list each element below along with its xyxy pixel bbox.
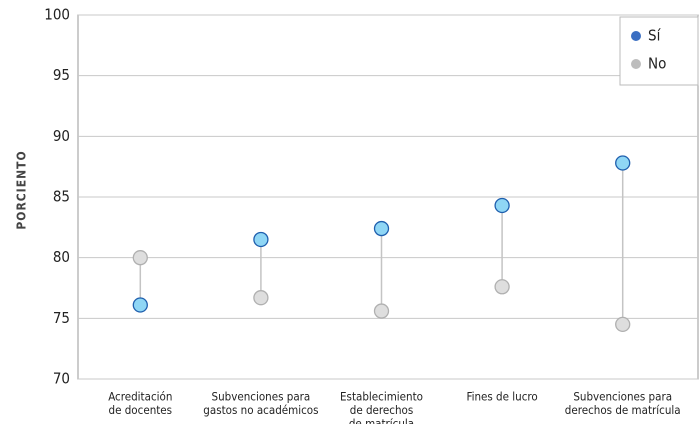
dot	[132, 297, 148, 313]
x-tick-label: de derechos	[350, 403, 414, 417]
y-tick-label: 70	[53, 370, 70, 388]
dot	[494, 197, 510, 214]
dot	[253, 231, 269, 248]
y-axis-label: PORCIENTO	[15, 150, 29, 229]
x-tick-label: Subvenciones para	[212, 390, 311, 404]
x-tick-label: de docentes	[109, 403, 173, 417]
x-tick-label: Acreditación	[108, 390, 172, 404]
y-tick-label: 80	[53, 248, 70, 266]
x-tick-label: de matrícula	[349, 417, 414, 424]
y-tick-label: 95	[53, 66, 70, 84]
dot	[373, 303, 390, 319]
legend-marker	[631, 59, 641, 69]
dot	[615, 155, 631, 171]
y-tick-label: 85	[53, 188, 70, 206]
x-tick-label: Subvenciones para	[573, 390, 672, 404]
y-tick-label: 100	[44, 6, 70, 24]
legend-label: No	[648, 55, 666, 73]
legend-box	[619, 16, 699, 86]
x-tick-label: derechos de matrícula	[565, 403, 681, 417]
legend-label: Sí	[648, 27, 662, 45]
dot	[494, 279, 510, 295]
dot	[373, 220, 390, 237]
x-tick-label: gastos no académicos	[203, 403, 318, 417]
dot	[253, 290, 269, 306]
dot	[132, 250, 148, 266]
x-tick-label: Establecimiento	[340, 390, 423, 404]
dot	[615, 316, 631, 333]
y-tick-label: 90	[53, 127, 70, 145]
y-tick-label: 75	[53, 309, 70, 327]
x-tick-label: Fines de lucro	[466, 390, 537, 404]
legend-marker	[631, 31, 641, 41]
